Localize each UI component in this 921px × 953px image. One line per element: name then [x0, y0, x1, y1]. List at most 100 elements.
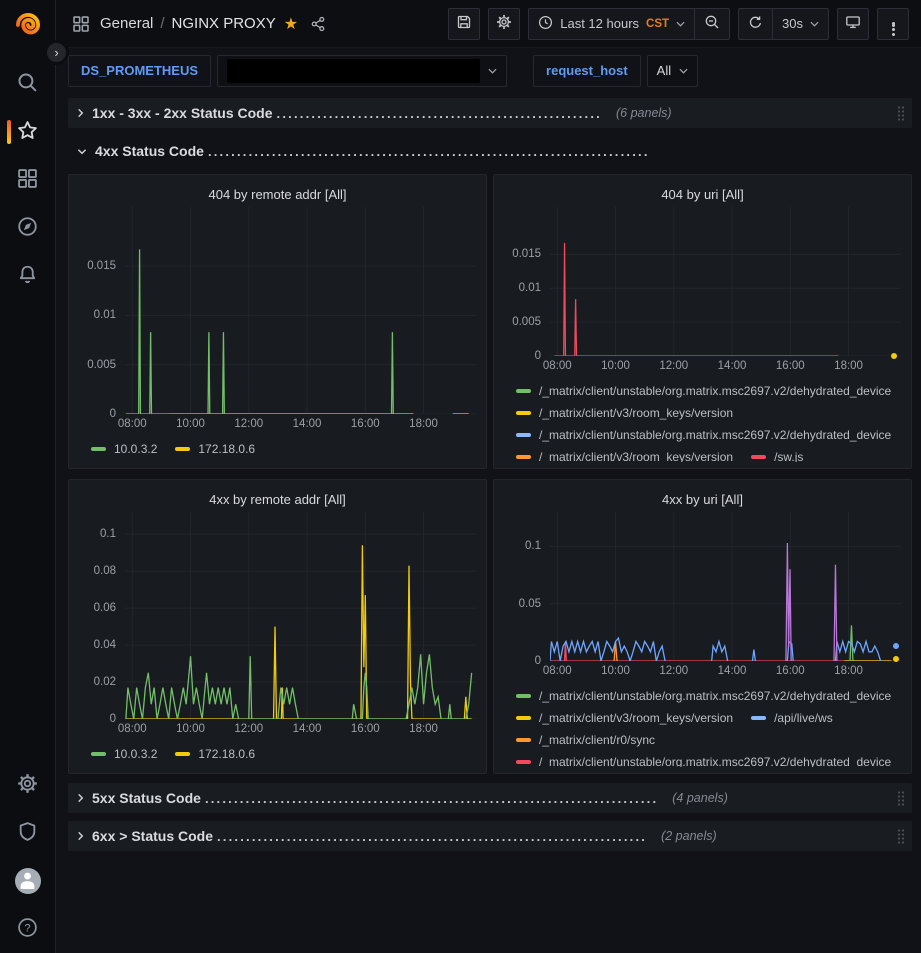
row-5xx[interactable]: 5xx Status Code ........................…: [68, 783, 912, 813]
refresh-button[interactable]: [739, 9, 772, 39]
time-series-chart: 00.020.040.060.080.108:0010:0012:0014:00…: [79, 512, 476, 767]
x-axis-label: 16:00: [351, 418, 380, 430]
row-1xx-3xx-2xx[interactable]: 1xx - 3xx - 2xx Status Code ............…: [68, 98, 912, 128]
x-axis: 08:0010:0012:0014:0016:0018:00: [125, 719, 476, 739]
series-line: [550, 638, 665, 661]
sidebar-item-profile[interactable]: [0, 857, 56, 905]
grafana-logo-icon[interactable]: [11, 8, 45, 42]
zoom-out-button[interactable]: [694, 9, 729, 39]
sidebar-item-configuration[interactable]: [0, 761, 56, 809]
tv-mode-button[interactable]: [837, 8, 869, 40]
series-line: [554, 243, 838, 356]
legend-item[interactable]: /_matrix/client/v3/room_keys/version: [516, 406, 733, 420]
y-axis-label: 0: [110, 713, 116, 725]
legend-swatch: [751, 716, 766, 720]
row-title: 5xx Status Code: [92, 790, 201, 806]
sidebar-item-starred[interactable]: [0, 108, 56, 156]
legend-item[interactable]: 10.0.3.2: [91, 747, 157, 761]
refresh-interval-picker[interactable]: 30s: [772, 9, 828, 39]
drag-handle-icon[interactable]: [896, 790, 906, 806]
y-axis-label: 0.05: [519, 598, 541, 610]
legend-item[interactable]: /_matrix/client/unstable/org.matrix.msc2…: [516, 428, 891, 442]
legend-item[interactable]: /_matrix/client/v3/room_keys/version: [516, 711, 733, 725]
x-axis-label: 10:00: [176, 418, 205, 430]
legend: 10.0.3.2 172.18.0.6: [79, 434, 476, 462]
sidebar-item-dashboards[interactable]: [0, 156, 56, 204]
series-line: [834, 565, 837, 661]
x-axis-label: 12:00: [234, 723, 263, 735]
x-axis-label: 08:00: [118, 418, 147, 430]
plot-area[interactable]: [550, 512, 901, 661]
sidebar-item-help[interactable]: ?: [0, 905, 56, 953]
legend-item[interactable]: /_matrix/client/unstable/org.matrix.msc2…: [516, 384, 891, 398]
time-series-chart: 00.0050.010.01508:0010:0012:0014:0016:00…: [504, 207, 901, 462]
row-panel-count: (2 panels): [661, 829, 717, 843]
row-title-dots: ........................................…: [217, 829, 647, 844]
breadcrumb-section[interactable]: General: [100, 15, 153, 32]
legend-label: 172.18.0.6: [198, 747, 255, 761]
save-dashboard-button[interactable]: [448, 8, 480, 40]
legend-item[interactable]: /api/live/ws: [751, 711, 833, 725]
share-icon[interactable]: [310, 16, 326, 32]
x-axis-label: 14:00: [718, 360, 747, 372]
legend-swatch: [516, 411, 531, 415]
y-axis-label: 0.015: [512, 248, 541, 260]
sidebar-item-search[interactable]: [0, 60, 56, 108]
dashboards-grid-icon: [17, 168, 38, 192]
legend-item[interactable]: /_matrix/client/r0/sync: [516, 733, 655, 747]
x-axis-label: 12:00: [659, 360, 688, 372]
y-axis-label: 0.01: [94, 309, 116, 321]
y-axis-label: 0: [535, 655, 541, 667]
favorite-star-icon[interactable]: ★: [284, 14, 298, 34]
x-axis-label: 12:00: [234, 418, 263, 430]
y-axis-label: 0.01: [519, 282, 541, 294]
panel-title[interactable]: 4xx by remote addr [All]: [79, 486, 476, 512]
zoom-out-icon: [704, 14, 720, 33]
apps-grid-icon: [72, 15, 90, 33]
x-axis: 08:0010:0012:0014:0016:0018:00: [550, 356, 901, 376]
drag-handle-icon[interactable]: [896, 828, 906, 844]
legend-label: /_matrix/client/v3/room_keys/version: [539, 450, 733, 462]
legend-label: /api/live/ws: [774, 711, 833, 725]
kebab-icon: [892, 22, 895, 25]
sidebar-item-alerting[interactable]: [0, 252, 56, 300]
legend-item[interactable]: 172.18.0.6: [175, 442, 255, 456]
more-options-button[interactable]: [877, 8, 909, 40]
time-range-picker[interactable]: Last 12 hours CST: [529, 9, 694, 39]
panel-title[interactable]: 4xx by uri [All]: [504, 486, 901, 512]
variable-select-request-host[interactable]: All: [647, 55, 698, 87]
legend-item[interactable]: 172.18.0.6: [175, 747, 255, 761]
row-title-dots: ........................................…: [277, 106, 602, 121]
drag-handle-icon[interactable]: [896, 105, 906, 121]
legend-item[interactable]: /_matrix/client/v3/room_keys/version: [516, 450, 733, 462]
clock-icon: [538, 15, 553, 33]
legend: /_matrix/client/unstable/org.matrix.msc2…: [504, 376, 901, 462]
breadcrumb-separator: /: [160, 15, 164, 32]
variable-value-request-host: All: [657, 63, 671, 78]
breadcrumb: General / NGINX PROXY: [100, 15, 276, 32]
panel-4xx-by-uri: 4xx by uri [All]00.050.108:0010:0012:001…: [493, 479, 912, 774]
legend-item[interactable]: /_matrix/client/unstable/org.matrix.msc2…: [516, 689, 891, 703]
variable-select-datasource[interactable]: [217, 55, 507, 87]
chevron-down-icon: [810, 21, 819, 27]
sidebar-expand-button[interactable]: ›: [44, 40, 69, 65]
time-range-label: Last 12 hours: [560, 16, 639, 31]
panel-title[interactable]: 404 by remote addr [All]: [79, 181, 476, 207]
sidebar-item-server-admin[interactable]: [0, 809, 56, 857]
row-4xx[interactable]: 4xx Status Code ........................…: [68, 136, 912, 166]
plot-area[interactable]: [550, 207, 901, 356]
legend-label: /sw.js: [774, 450, 803, 462]
legend-item[interactable]: 10.0.3.2: [91, 442, 157, 456]
y-axis-label: 0: [535, 350, 541, 362]
dashboard-settings-button[interactable]: [488, 8, 520, 40]
plot-area[interactable]: [125, 207, 476, 414]
legend-item[interactable]: /_matrix/client/unstable/org.matrix.msc2…: [516, 755, 891, 767]
series-line: [835, 642, 880, 661]
row-6xx[interactable]: 6xx > Status Code ......................…: [68, 821, 912, 851]
sidebar-item-explore[interactable]: [0, 204, 56, 252]
legend-item[interactable]: /sw.js: [751, 450, 803, 462]
chevron-right-icon: [76, 792, 85, 804]
panel-title[interactable]: 404 by uri [All]: [504, 181, 901, 207]
plot-area[interactable]: [125, 512, 476, 719]
active-section-indicator: [7, 120, 11, 144]
